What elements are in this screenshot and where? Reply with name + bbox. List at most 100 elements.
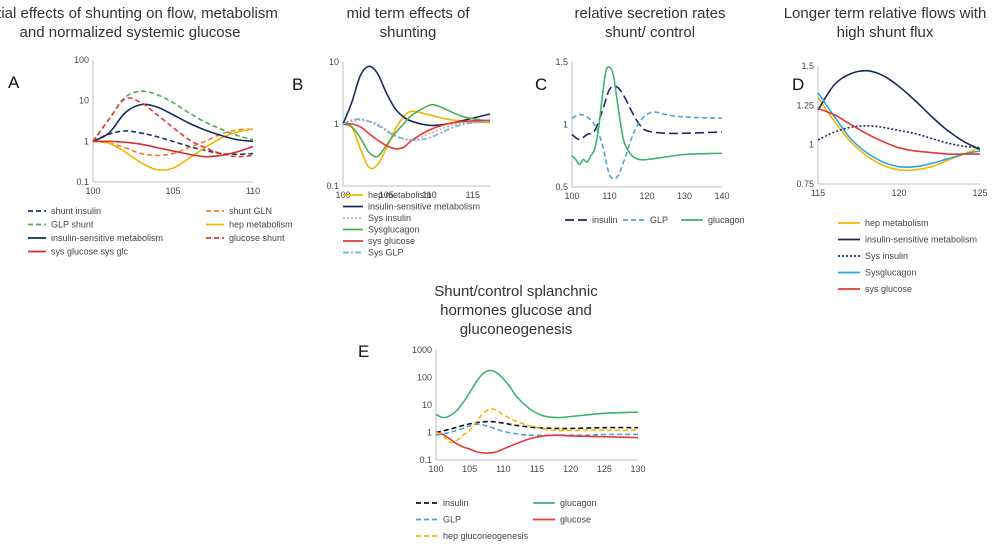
chart-title-line: Longer term relative flows with <box>784 5 987 22</box>
series-line-insulin-sensitive-metabolism <box>817 69 981 151</box>
y-tick-label: 0.1 <box>419 455 432 465</box>
legend-label: insulin <box>443 498 469 508</box>
legend-label: shunt insulin <box>51 206 101 216</box>
series-line-sys-glucose <box>817 107 980 156</box>
legend-label: sys glucose sys glc <box>51 247 129 257</box>
chart-title-line: mid term effects of <box>346 5 470 22</box>
chart-legend: shunt insulin shunt GLN GLP shunt hep metab… <box>28 206 293 257</box>
x-tick-label: 125 <box>597 464 612 474</box>
chart-title: Longer term relative flows with high shun… <box>784 5 987 41</box>
y-tick-label: 1 <box>84 136 89 146</box>
chart-panel-c: relative secretion rates shunt/ control C 0… <box>535 5 745 225</box>
x-tick-label: 120 <box>891 188 906 198</box>
legend-label: Sys insulin <box>368 213 411 223</box>
series-line-shunt-gln <box>92 128 254 157</box>
y-tick-label: 1 <box>563 120 568 130</box>
x-tick-label: 100 <box>564 191 579 201</box>
chart-legend: insulin GLP glucagon <box>565 215 745 225</box>
y-tick-label: 0.1 <box>76 177 89 187</box>
x-tick-label: 110 <box>422 190 436 200</box>
x-tick-label: 130 <box>677 191 692 201</box>
legend-label: sys glucose <box>368 236 415 246</box>
chart-title-line: shunting <box>380 24 437 41</box>
chart-title-line: initial effects of shunting on flow, met… <box>0 5 278 22</box>
legend-label: glucose shunt <box>229 233 285 243</box>
legend-label: glucagon <box>708 215 745 225</box>
series-line-glucagon <box>571 66 723 166</box>
y-tick-label: 100 <box>417 373 432 383</box>
y-tick-label: 1 <box>334 119 339 129</box>
x-tick-label: 105 <box>165 186 180 196</box>
chart-title: relative secretion rates shunt/ control <box>575 5 726 41</box>
legend-label: shunt GLN <box>229 206 272 216</box>
y-tick-label: 100 <box>74 55 89 65</box>
chart-title: initial effects of shunting on flow, met… <box>0 5 278 41</box>
x-tick-label: 115 <box>466 190 480 200</box>
series-line-hep-metabolism <box>817 97 981 172</box>
legend-label: Sysglucagon <box>368 225 420 235</box>
legend-label: sys glucose <box>865 284 912 294</box>
legend-label: hep metabolism <box>865 218 929 228</box>
series-line-glucose <box>435 431 639 454</box>
legend-label: glucose <box>560 515 591 525</box>
x-tick-label: 120 <box>563 464 578 474</box>
chart-title: Shunt/control splanchnic hormones glucose… <box>434 283 598 338</box>
y-tick-label: 1.5 <box>801 61 814 71</box>
series-line-hep-metabolism <box>342 110 491 170</box>
chart-title-line: high shunt flux <box>837 24 934 41</box>
x-tick-label: 115 <box>811 188 825 198</box>
chart-title-line: shunt/ control <box>605 24 695 41</box>
y-tick-label: 0.1 <box>326 181 339 191</box>
legend-label: glucagon <box>560 498 597 508</box>
panel-letter: B <box>292 75 303 94</box>
y-tick-label: 10 <box>329 57 339 67</box>
chart-panel-d: Longer term relative flows with high shun… <box>784 5 988 294</box>
chart-title-line: hormones glucose and <box>440 302 592 319</box>
chart-title-line: gluconeogenesis <box>460 321 573 338</box>
chart-panel-a: initial effects of shunting on flow, met… <box>0 5 293 257</box>
series-line-sys-glp <box>342 118 491 141</box>
series-line-glp <box>435 423 639 437</box>
series-line-sys-glucose <box>342 119 491 150</box>
series-line-insulin-sensitive-metabolism <box>92 103 254 143</box>
y-tick-label: 1.25 <box>796 100 814 110</box>
chart-panel-e: Shunt/control splanchnic hormones glucose… <box>358 283 646 541</box>
y-tick-label: 10 <box>422 400 432 410</box>
legend-label: hep metabolism <box>229 220 293 230</box>
x-tick-label: 120 <box>639 191 654 201</box>
y-tick-label: 1 <box>427 428 432 438</box>
series-line-sysglucagon <box>817 92 981 168</box>
legend-label: insulin-sensitive metabolism <box>51 233 163 243</box>
panel-letter: C <box>535 75 547 94</box>
legend-label: insulin-sensitive metabolism <box>865 235 977 245</box>
series-line-insulin <box>435 420 639 434</box>
x-tick-label: 110 <box>602 191 616 201</box>
legend-label: insulin-sensitive metabolism <box>368 202 480 212</box>
legend-label: Sysglucagon <box>865 268 917 278</box>
series-line-glucagon <box>435 369 639 419</box>
x-tick-label: 100 <box>85 186 100 196</box>
legend-label: hep metabolism <box>368 190 432 200</box>
chart-legend: hep metabolism insulin-sensitive metaboli… <box>838 218 977 294</box>
chart-title-line: Shunt/control splanchnic <box>434 283 598 300</box>
y-tick-label: 10 <box>79 96 89 106</box>
x-tick-label: 110 <box>496 464 510 474</box>
x-tick-label: 105 <box>462 464 477 474</box>
legend-label: GLP <box>443 515 461 525</box>
legend-label: Sys insulin <box>865 251 908 261</box>
series-line-hep-metabolism <box>92 128 254 171</box>
y-tick-label: 1.5 <box>555 57 568 67</box>
series-line-insulin-sensitive-metabolism <box>342 65 491 127</box>
y-tick-label: 1000 <box>412 345 432 355</box>
x-tick-label: 100 <box>428 464 443 474</box>
legend-label: GLP <box>650 215 668 225</box>
series-line-sys-glucose-sys-glc <box>92 140 254 158</box>
y-tick-label: 1 <box>809 140 814 150</box>
x-tick-label: 115 <box>530 464 544 474</box>
series-line-sysglucagon <box>342 103 491 158</box>
x-tick-label: 130 <box>630 464 645 474</box>
panel-letter: D <box>792 75 804 94</box>
panel-letter: A <box>8 73 20 92</box>
